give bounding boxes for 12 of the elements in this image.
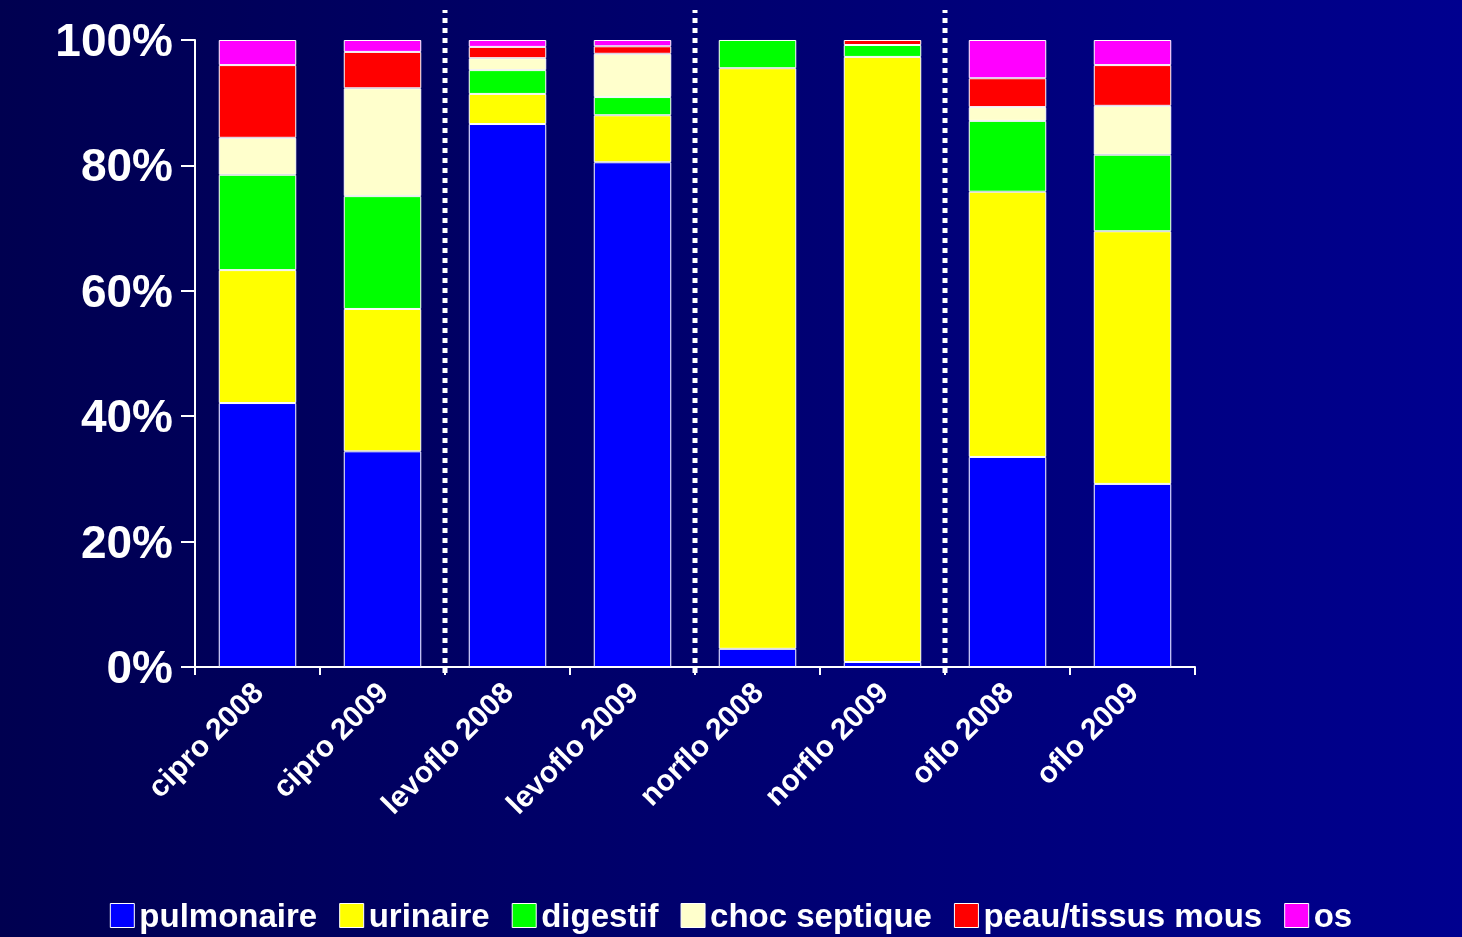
y-tick-label: 100% bbox=[55, 14, 173, 66]
y-tick-label: 80% bbox=[80, 139, 173, 192]
legend-label: os bbox=[1313, 897, 1353, 934]
legend-label: digestif bbox=[541, 897, 660, 934]
y-tick-label: 0% bbox=[106, 641, 173, 693]
legend-label: peau/tissus mous bbox=[983, 897, 1263, 934]
y-tick-label: 20% bbox=[80, 515, 173, 568]
y-tick-label: 60% bbox=[80, 264, 173, 317]
legend-label: urinaire bbox=[368, 897, 490, 934]
y-tick-label: 40% bbox=[80, 390, 173, 443]
legend-label: choc septique bbox=[710, 897, 932, 934]
legend-label: pulmonaire bbox=[139, 897, 318, 934]
